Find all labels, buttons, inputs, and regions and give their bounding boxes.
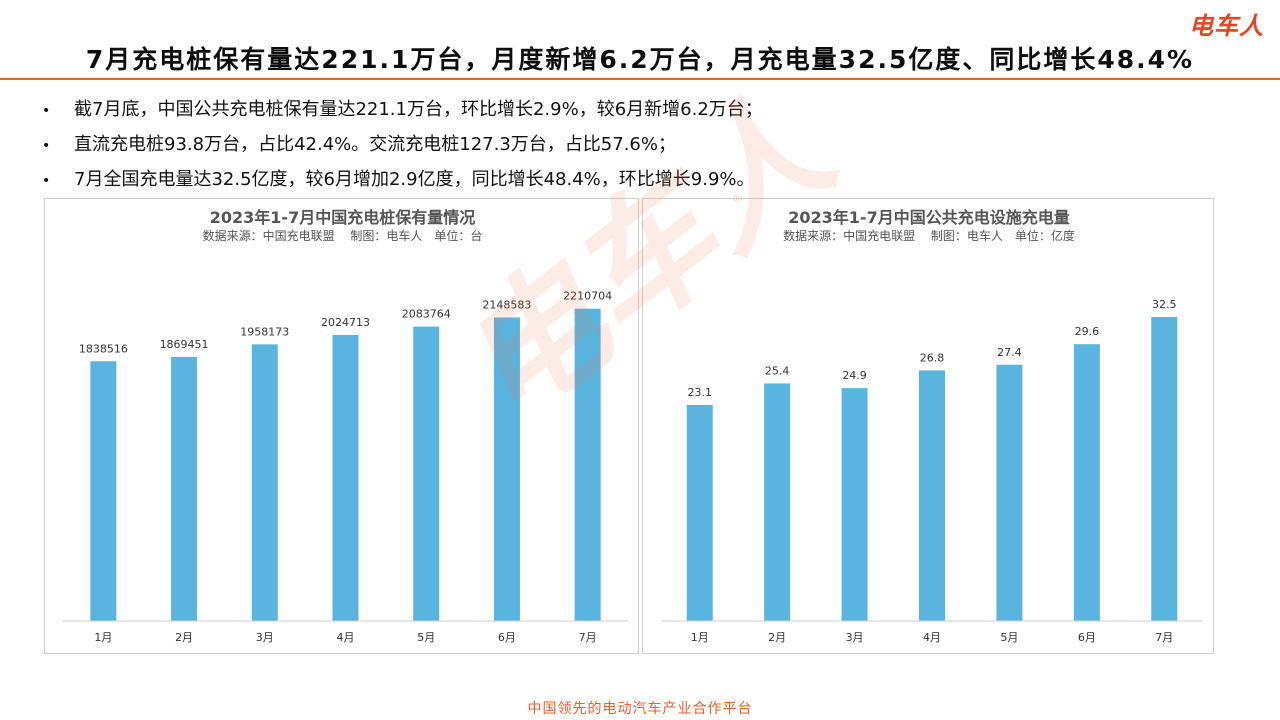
chart-bar (1073, 344, 1100, 621)
x-tick-label: 5月 (1000, 631, 1018, 644)
chart-bar (764, 383, 791, 621)
x-tick-label: 4月 (337, 631, 355, 644)
x-tick-label: 6月 (1078, 631, 1096, 644)
data-label: 23.1 (687, 386, 712, 399)
chart-bar (90, 361, 117, 621)
chart-bar (332, 334, 359, 621)
header-rule (0, 78, 1280, 80)
data-label: 2024713 (321, 316, 370, 329)
data-label: 2210704 (563, 290, 612, 303)
data-label: 32.5 (1152, 298, 1177, 311)
chart-title: 2023年1-7月中国公共充电设施充电量 (788, 208, 1069, 227)
data-label: 2148583 (482, 298, 531, 311)
x-tick-label: 3月 (846, 631, 864, 644)
chart-bar (686, 404, 713, 621)
data-label: 29.6 (1075, 325, 1100, 338)
bullet-marker: • (42, 138, 51, 154)
chart-title: 2023年1-7月中国充电桩保有量情况 (210, 208, 475, 227)
x-tick-label: 7月 (1155, 631, 1173, 644)
x-tick-label: 1月 (691, 631, 709, 644)
bullet-marker: • (42, 103, 51, 119)
x-tick-label: 6月 (498, 631, 516, 644)
chart-subtitle: 数据来源：中国充电联盟 制图：电车人 单位：台 (203, 228, 483, 243)
data-label: 1958173 (240, 325, 289, 338)
x-tick-label: 2月 (175, 631, 193, 644)
x-tick-label: 5月 (417, 631, 435, 644)
data-label: 2083764 (402, 308, 451, 321)
bullet-marker: • (42, 173, 51, 189)
data-label: 27.4 (997, 346, 1022, 359)
chart-bar (1151, 317, 1178, 621)
bullet-text: 7月全国充电量达32.5亿度，较6月增加2.9亿度，同比增长48.4%，环比增长… (74, 169, 755, 190)
data-label: 24.9 (842, 369, 867, 382)
chart-panel-charger-stock: 2023年1-7月中国充电桩保有量情况 数据来源：中国充电联盟 制图：电车人 单位… (44, 198, 639, 654)
x-tick-label: 4月 (923, 631, 941, 644)
bullet-item: • 截7月底，中国公共充电桩保有量达221.1万台，环比增长2.9%，较6月新增6… (42, 92, 763, 127)
chart-bar (251, 344, 278, 621)
bullet-text: 截7月底，中国公共充电桩保有量达221.1万台，环比增长2.9%，较6月新增6.… (74, 99, 763, 120)
data-label: 1838516 (79, 342, 128, 355)
x-tick-label: 3月 (256, 631, 274, 644)
summary-bullets: • 截7月底，中国公共充电桩保有量达221.1万台，环比增长2.9%，较6月新增6… (42, 92, 763, 197)
bullet-item: • 直流充电桩93.8万台，占比42.4%。交流充电桩127.3万台，占比57.6… (42, 127, 763, 162)
data-label: 25.4 (765, 364, 790, 377)
chart-bar (919, 370, 945, 621)
x-tick-label: 7月 (579, 631, 597, 644)
chart-panel-charging-volume: 2023年1-7月中国公共充电设施充电量 数据来源：中国充电联盟 制图：电车人 单… (642, 198, 1214, 654)
watermark-registered-mark: ® (732, 192, 743, 205)
chart-subtitle: 数据来源：中国充电联盟 制图：电车人 单位：亿度 (783, 228, 1075, 243)
chart-bar (493, 317, 520, 621)
chart-bar (996, 364, 1023, 621)
footer-slogan: 中国领先的电动汽车产业合作平台 (527, 701, 753, 717)
x-tick-label: 1月 (94, 631, 112, 644)
data-label: 26.8 (920, 351, 945, 364)
data-label: 1869451 (160, 338, 209, 351)
chart-bar (841, 388, 868, 621)
bullet-item: • 7月全国充电量达32.5亿度，较6月增加2.9亿度，同比增长48.4%，环比增… (42, 162, 763, 197)
bullet-text: 直流充电桩93.8万台，占比42.4%。交流充电桩127.3万台，占比57.6%… (74, 134, 676, 155)
brand-logo: 电车人 (1189, 12, 1264, 40)
x-tick-label: 2月 (768, 631, 786, 644)
chart-bar (413, 326, 440, 621)
page-headline: 7月充电桩保有量达221.1万台，月度新增6.2万台，月充电量32.5亿度、同比… (85, 45, 1195, 74)
chart-bar (171, 356, 198, 621)
chart-bar (574, 308, 601, 621)
